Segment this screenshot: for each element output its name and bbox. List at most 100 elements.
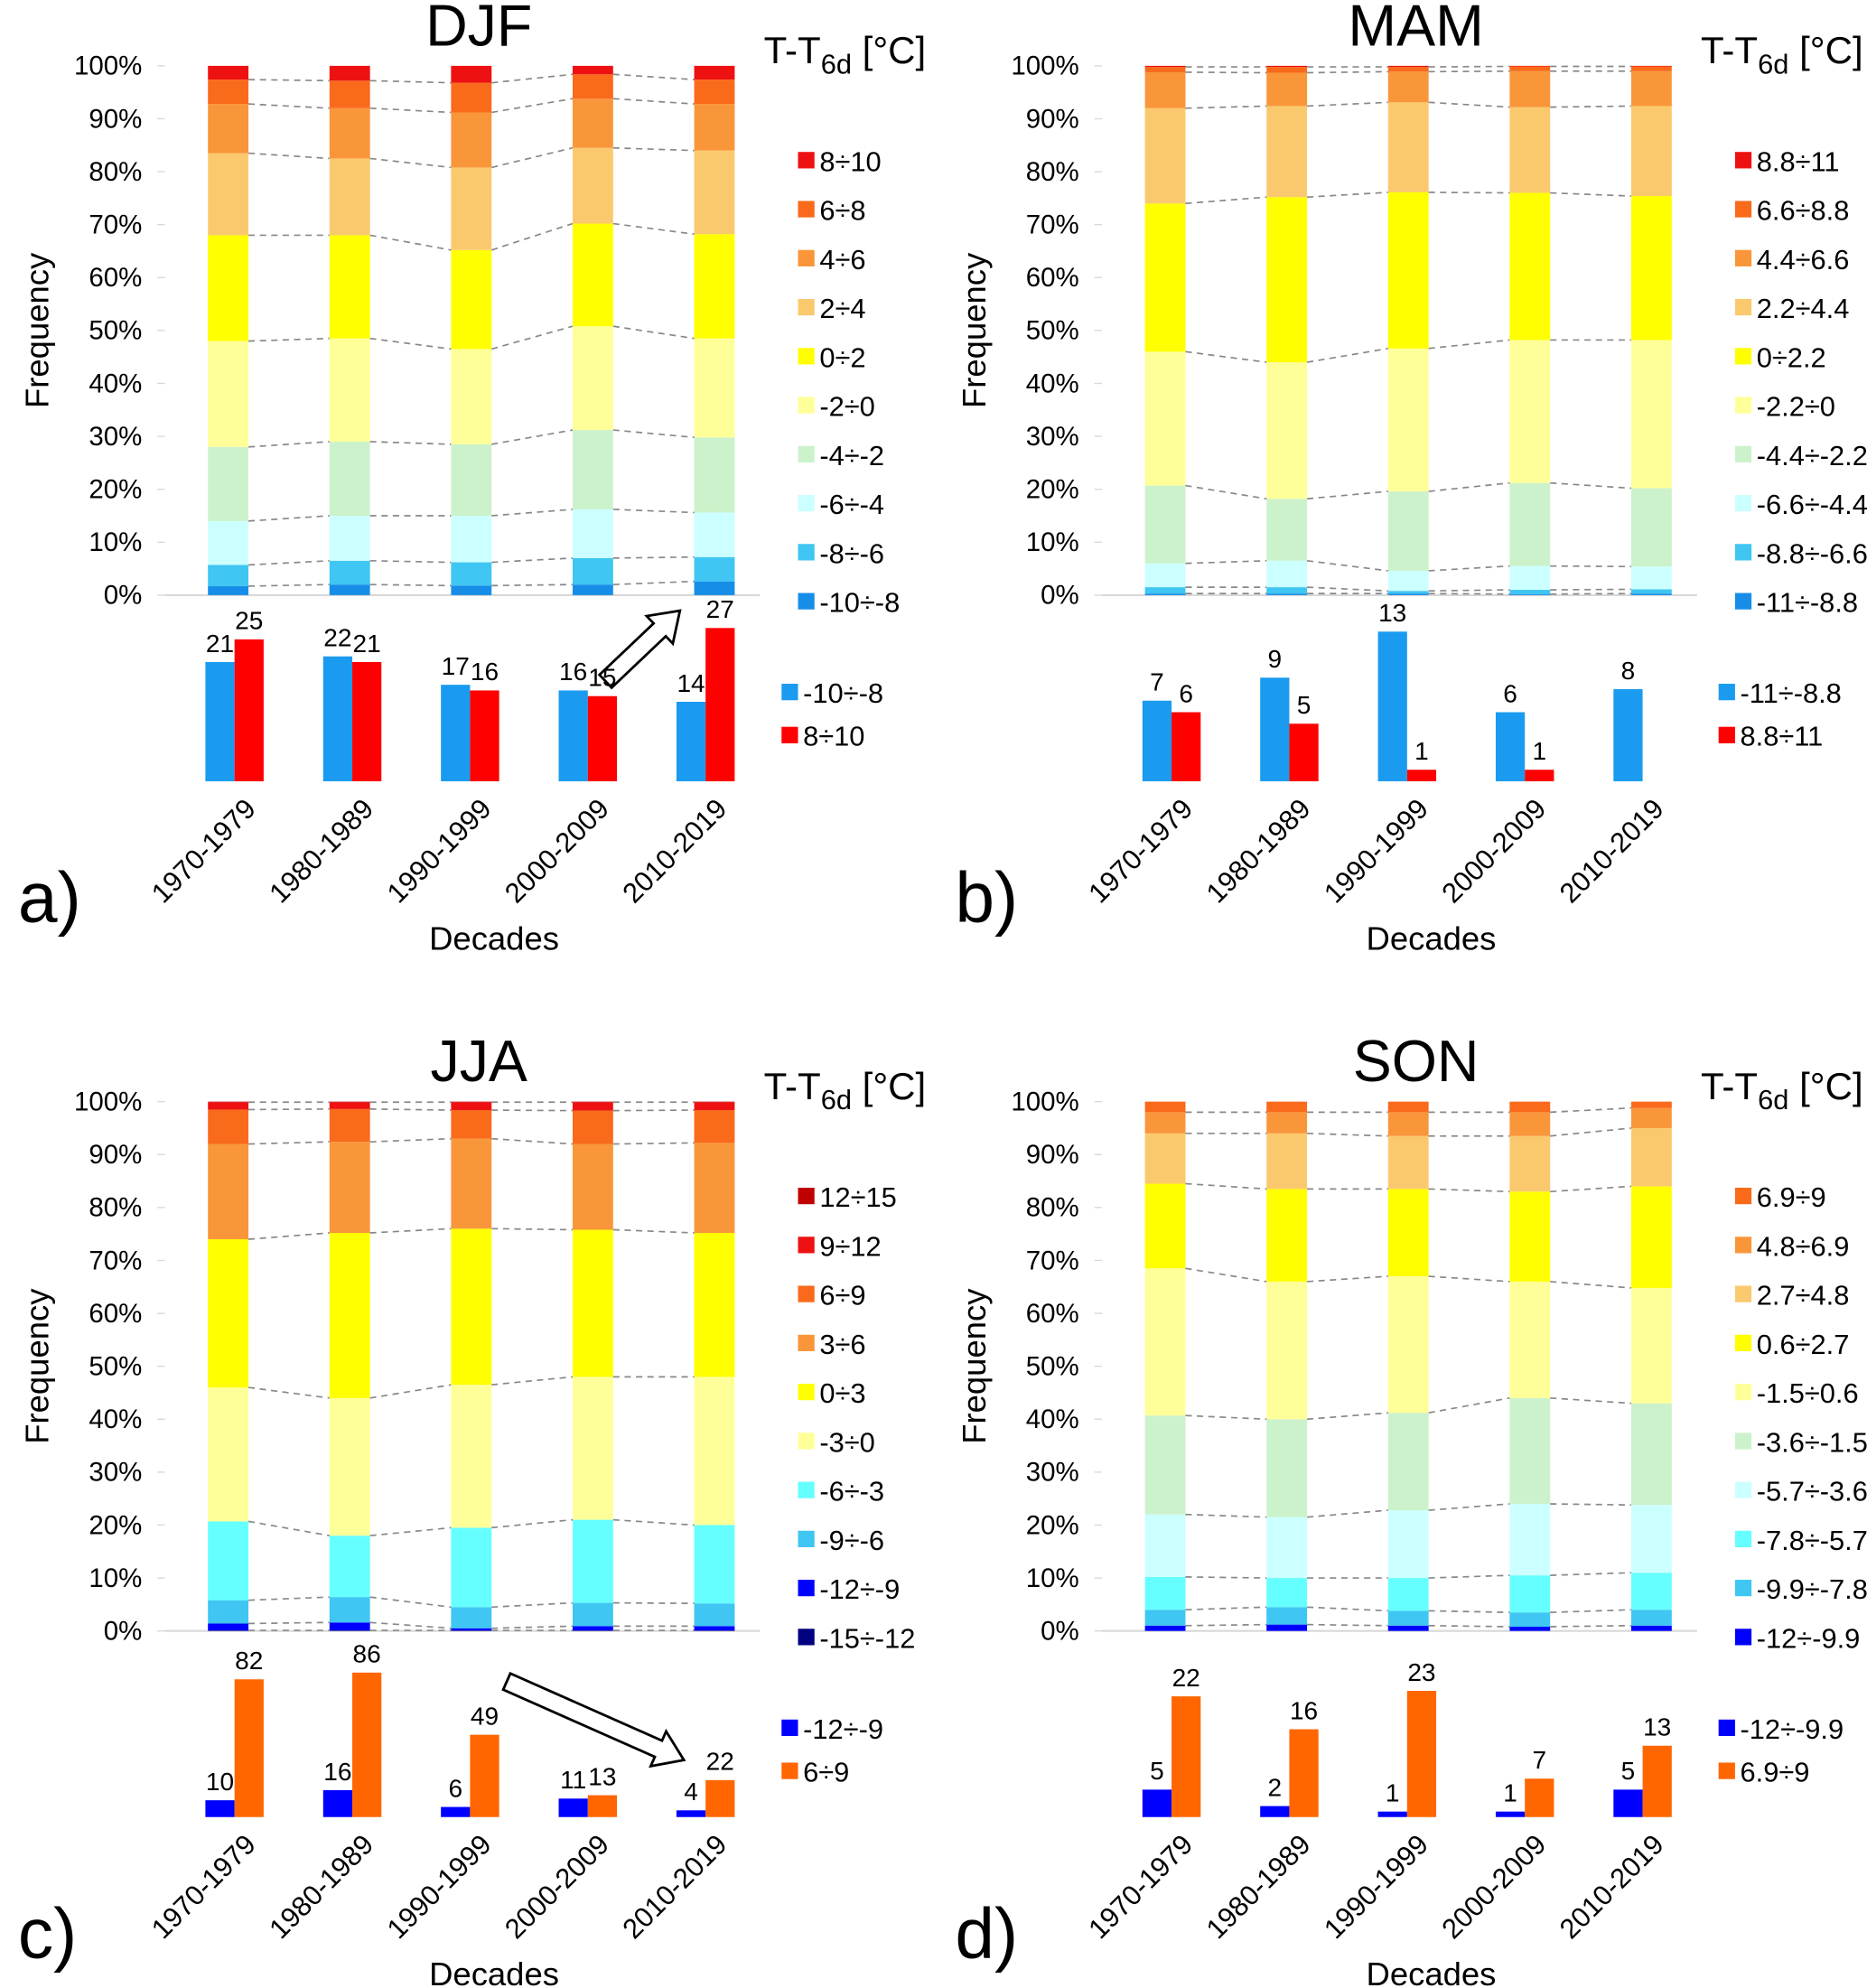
series-connector	[1550, 481, 1632, 490]
panel-label: b)	[955, 858, 1018, 938]
bar-segment	[1630, 106, 1672, 197]
series-connector	[491, 1137, 574, 1145]
legend-swatch	[1734, 1629, 1752, 1646]
bar-segment	[1144, 1415, 1186, 1515]
series-connector	[1306, 1412, 1388, 1421]
value-label: 13	[588, 1762, 616, 1790]
series-connector	[1428, 1396, 1510, 1414]
bar-segment	[1509, 593, 1551, 595]
bar	[1142, 700, 1172, 781]
bar	[558, 690, 588, 781]
series-connector	[491, 557, 573, 564]
y-tick-label: 20%	[1026, 1510, 1079, 1540]
bar-segment	[1144, 107, 1186, 204]
y-tick-label: 60%	[89, 1299, 142, 1329]
bar	[705, 628, 735, 781]
series-connector	[369, 441, 452, 445]
bar-segment	[208, 1143, 249, 1240]
series-connector	[369, 583, 452, 587]
legend-swatch	[1734, 1384, 1752, 1401]
bar-segment	[1144, 1133, 1186, 1184]
bar-segment	[1509, 590, 1551, 594]
value-label: 1	[1503, 1778, 1517, 1806]
series-connector	[612, 555, 695, 559]
series-connector	[491, 73, 574, 84]
bar-segment	[208, 1109, 249, 1144]
bar-segment	[1144, 1101, 1186, 1113]
legend-title: T-T6d [°C]	[1701, 1065, 1863, 1115]
y-tick-label: 90%	[89, 104, 142, 134]
series-connector	[1307, 1623, 1388, 1627]
bar	[441, 1806, 471, 1817]
series-connector	[1185, 484, 1267, 500]
bar-segment	[1387, 102, 1429, 192]
legend-swatch	[1734, 495, 1752, 512]
legend-label: 6÷8	[819, 195, 865, 227]
bar-segment	[329, 235, 370, 339]
bar-segment	[451, 562, 492, 586]
y-tick-label: 40%	[89, 369, 142, 398]
bar-segment	[1509, 1101, 1551, 1113]
legend-swatch	[798, 1433, 815, 1450]
bar	[1289, 1729, 1319, 1817]
bar-segment	[1266, 1101, 1308, 1113]
bar-segment	[1266, 560, 1308, 588]
bar-segment	[329, 1622, 370, 1631]
series-connector	[1428, 589, 1510, 593]
legend-swatch	[798, 445, 815, 462]
bar	[1525, 1778, 1554, 1817]
legend-label: 4.8÷6.9	[1757, 1230, 1850, 1262]
series-connector	[1185, 1513, 1267, 1518]
y-tick-label: 100%	[1011, 1087, 1078, 1116]
value-label: 27	[706, 595, 734, 623]
series-connector	[1550, 565, 1631, 568]
series-connector	[1428, 481, 1510, 492]
bar-segment	[1630, 1505, 1672, 1573]
y-tick-label: 20%	[89, 475, 142, 505]
bar	[1642, 1745, 1672, 1817]
bar-segment	[572, 1229, 613, 1377]
bar-segment	[572, 98, 613, 148]
bar-segment	[208, 565, 249, 586]
panel-label: a)	[18, 858, 81, 938]
series-connector	[369, 1621, 452, 1629]
value-label: 6	[1503, 679, 1517, 707]
legend-label: 6.9÷9	[1757, 1181, 1826, 1213]
bar-segment	[1266, 1189, 1308, 1282]
series-connector	[1550, 1281, 1632, 1289]
legend-label: -3÷0	[819, 1426, 874, 1458]
bar-segment	[1509, 66, 1551, 71]
series-connector	[491, 98, 574, 114]
value-label: 1	[1386, 1778, 1400, 1806]
series-connector	[1307, 1275, 1388, 1283]
y-axis-title: Frequency	[956, 1288, 993, 1444]
bar-segment	[1144, 563, 1186, 588]
value-label: 5	[1150, 1757, 1164, 1785]
legend-swatch	[1734, 298, 1752, 316]
legend-label: -12÷-9.9	[1757, 1622, 1861, 1654]
legend-swatch	[1734, 1334, 1752, 1351]
y-tick-label: 100%	[74, 51, 142, 81]
series-connector	[247, 1386, 330, 1399]
bar-segment	[1266, 1624, 1308, 1631]
series-connector	[1306, 490, 1388, 500]
bar-segment	[329, 560, 370, 585]
legend-label: 4÷6	[819, 244, 865, 275]
bar-segment	[1144, 1514, 1186, 1577]
bar-segment	[451, 515, 492, 563]
bar	[234, 1679, 264, 1817]
series-connector	[1550, 1106, 1631, 1114]
bar-segment	[572, 1377, 613, 1520]
y-tick-label: 0%	[104, 1616, 143, 1646]
series-connector	[612, 98, 695, 105]
legend-label: -5.7÷-3.6	[1757, 1476, 1867, 1507]
series-connector	[1307, 191, 1388, 199]
bar-segment	[572, 223, 613, 327]
bar-segment	[1387, 1625, 1429, 1631]
bar-segment	[1630, 1101, 1672, 1108]
y-tick-label: 80%	[89, 1193, 142, 1223]
series-connector	[1428, 191, 1510, 194]
series-connector	[1185, 1623, 1267, 1627]
legend-swatch	[1718, 1762, 1735, 1779]
